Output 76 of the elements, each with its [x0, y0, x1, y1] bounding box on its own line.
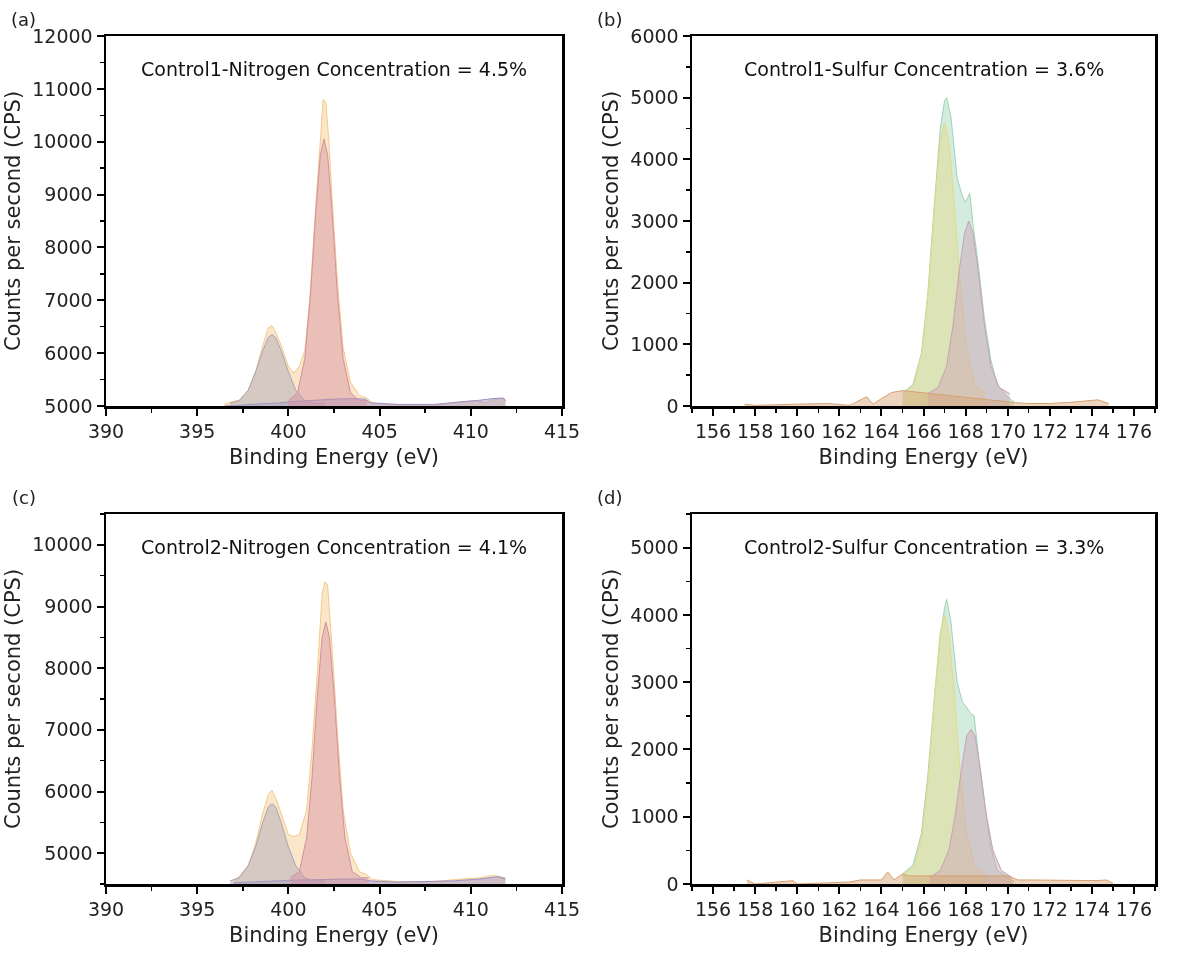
annotation: Control2-Nitrogen Concentration = 4.1%	[141, 536, 528, 558]
y-tick-label: 5000	[630, 536, 679, 559]
y-tick-label: 2000	[630, 738, 679, 761]
y-tick-label: 8000	[44, 656, 93, 679]
x-tick-label: 160	[779, 420, 816, 443]
y-tick-label: 9000	[44, 183, 93, 206]
x-tick-label: 170	[989, 420, 1026, 443]
x-tick-label: 400	[270, 898, 307, 921]
y-tick-label: 9000	[44, 595, 93, 618]
y-axis-title: Counts per second (CPS)	[599, 90, 624, 352]
y-tick-label: 0	[666, 872, 679, 895]
x-tick-label: 168	[947, 420, 984, 443]
y-axis-title: Counts per second (CPS)	[599, 568, 624, 830]
x-tick-label: 174	[1073, 898, 1110, 921]
x-tick-label: 395	[179, 898, 216, 921]
x-tick-label: 156	[694, 898, 732, 921]
text: (d)	[597, 487, 623, 508]
y-tick-label: 0	[666, 394, 679, 417]
y-tick-label: 5000	[44, 841, 93, 864]
x-tick-label: 172	[1031, 898, 1068, 921]
y-tick-label: 4000	[630, 147, 679, 170]
x-axis-title: Binding Energy (eV)	[229, 922, 439, 947]
text: (c)	[12, 487, 36, 508]
y-tick-label: 5000	[630, 86, 679, 109]
x-tick-label: 405	[361, 898, 398, 921]
y-tick-label: 1000	[630, 332, 679, 355]
annotation: Control1-Nitrogen Concentration = 4.5%	[141, 58, 528, 80]
y-tick-label: 6000	[44, 780, 93, 803]
x-axis-title: Binding Energy (eV)	[818, 444, 1029, 469]
y-tick-label: 2000	[630, 271, 679, 294]
x-tick-label: 410	[452, 898, 489, 921]
x-tick-label: 174	[1073, 420, 1110, 443]
x-tick-label: 162	[821, 420, 858, 443]
x-tick-label: 415	[543, 420, 581, 443]
y-tick-label: 3000	[630, 209, 679, 232]
text: (a)	[11, 9, 37, 30]
y-tick-label: 10000	[32, 533, 93, 556]
x-tick-label: 415	[543, 898, 581, 921]
y-tick-label: 3000	[630, 670, 679, 693]
x-tick-label: 170	[989, 898, 1026, 921]
x-tick-label: 405	[361, 420, 398, 443]
text: (b)	[597, 9, 623, 30]
annotation: Control1-Sulfur Concentration = 3.6%	[744, 58, 1105, 80]
y-tick-label: 6000	[44, 341, 93, 364]
x-tick-label: 158	[737, 420, 774, 443]
x-tick-label: 390	[87, 420, 125, 443]
x-tick-label: 176	[1115, 420, 1153, 443]
x-tick-label: 164	[863, 898, 900, 921]
x-tick-label: 160	[779, 898, 816, 921]
annotation: Control2-Sulfur Concentration = 3.3%	[744, 536, 1105, 558]
y-tick-label: 6000	[630, 24, 679, 47]
y-tick-label: 7000	[44, 718, 93, 741]
x-tick-label: 390	[87, 898, 125, 921]
y-tick-label: 4000	[630, 603, 679, 626]
x-tick-label: 164	[863, 420, 900, 443]
y-tick-label: 5000	[44, 394, 93, 417]
y-tick-label: 11000	[32, 77, 93, 100]
y-axis-title: Counts per second (CPS)	[1, 90, 26, 352]
x-tick-label: 156	[694, 420, 732, 443]
x-tick-label: 162	[821, 898, 858, 921]
y-tick-label: 1000	[630, 805, 679, 828]
y-tick-label: 7000	[44, 288, 93, 311]
x-tick-label: 400	[270, 420, 307, 443]
y-axis-title: Counts per second (CPS)	[1, 568, 26, 830]
x-tick-label: 176	[1115, 898, 1153, 921]
x-tick-label: 166	[905, 898, 942, 921]
x-tick-label: 395	[179, 420, 216, 443]
y-tick-label: 8000	[44, 236, 93, 259]
x-tick-label: 410	[452, 420, 489, 443]
x-tick-label: 158	[737, 898, 774, 921]
x-axis-title: Binding Energy (eV)	[229, 444, 439, 469]
y-tick-label: 10000	[32, 130, 93, 153]
x-tick-label: 172	[1031, 420, 1068, 443]
x-axis-title: Binding Energy (eV)	[818, 922, 1029, 947]
x-tick-label: 166	[905, 420, 942, 443]
x-tick-label: 168	[947, 898, 984, 921]
